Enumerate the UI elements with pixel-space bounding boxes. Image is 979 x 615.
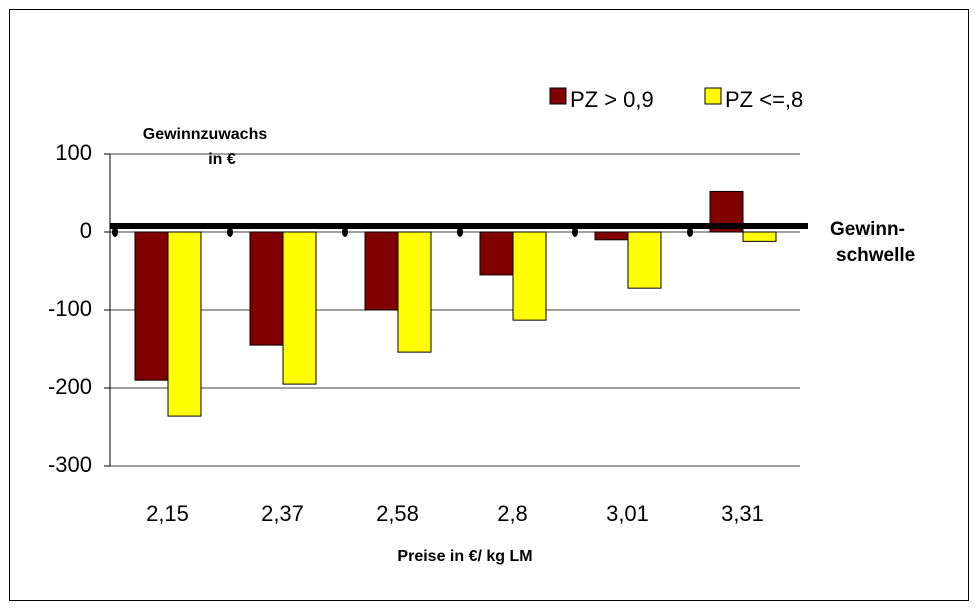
legend-swatch — [549, 87, 567, 105]
x-tick-label: 2,8 — [497, 501, 528, 526]
annotation: schwelle — [836, 245, 915, 266]
zero-line-dot — [687, 227, 693, 237]
bar — [249, 231, 284, 346]
bar — [594, 231, 629, 241]
bar — [479, 231, 514, 276]
bar — [134, 231, 169, 381]
bar — [397, 231, 432, 353]
annotation: Gewinn- — [830, 219, 905, 240]
y-tick-label: -300 — [48, 452, 92, 477]
bar — [364, 231, 399, 311]
bar — [742, 231, 777, 242]
legend-swatch — [704, 87, 722, 105]
x-tick-label: 3,31 — [721, 501, 764, 526]
y-tick-label: 0 — [80, 218, 92, 243]
bar — [512, 231, 547, 321]
zero-line-dot — [227, 227, 233, 237]
y-tick-label: -100 — [48, 296, 92, 321]
y-axis-label: Gewinnzuwachs — [143, 126, 268, 143]
bar — [282, 231, 317, 385]
y-tick-label: -200 — [48, 374, 92, 399]
zero-line-dot — [457, 227, 463, 237]
bar — [167, 231, 202, 417]
x-tick-label: 2,37 — [261, 501, 304, 526]
zero-line-dot — [572, 227, 578, 237]
zero-line-dot — [342, 227, 348, 237]
legend-label: PZ <=,8 — [725, 87, 803, 112]
legend-label: PZ > 0,9 — [570, 87, 654, 112]
x-tick-label: 2,15 — [146, 501, 189, 526]
x-axis-label: Preise in €/ kg LM — [397, 548, 532, 565]
x-tick-label: 3,01 — [606, 501, 649, 526]
zero-line-dot — [112, 227, 118, 237]
y-tick-label: 100 — [55, 140, 92, 165]
bar — [627, 231, 662, 289]
y-axis-label: in € — [208, 151, 236, 168]
x-tick-label: 2,58 — [376, 501, 419, 526]
